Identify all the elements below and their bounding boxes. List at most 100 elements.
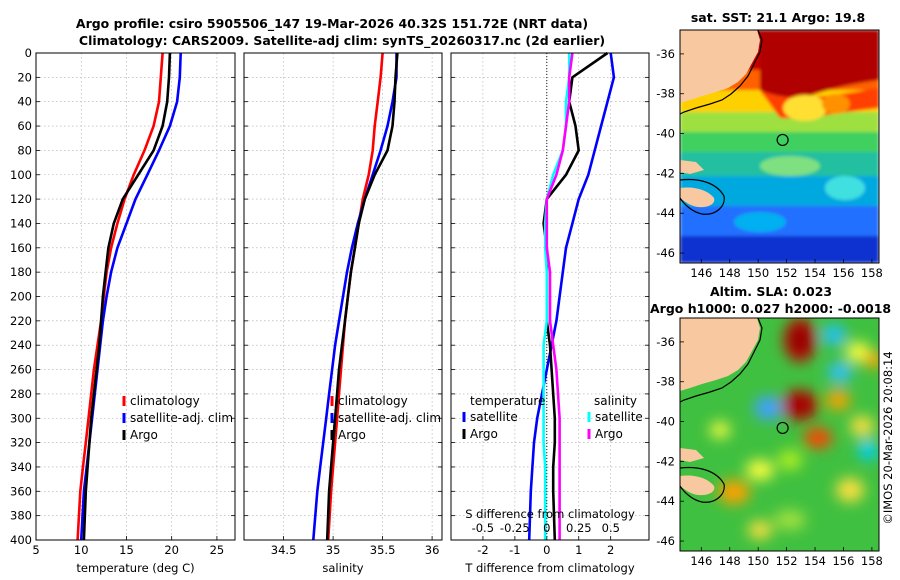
map-y-tick-label: -44	[656, 494, 675, 508]
s-tick-label: 0.25	[566, 521, 592, 535]
map-y-tick-label: -46	[656, 246, 675, 260]
series-t-satellite	[527, 52, 616, 541]
map-y-tick-label: -38	[656, 87, 675, 101]
argo-float-marker	[776, 421, 789, 435]
sla-anomaly	[846, 342, 870, 362]
y-tick-label: 20	[17, 70, 32, 84]
sst-eddy	[822, 94, 850, 114]
shelf-contour	[680, 318, 763, 403]
y-tick-label: 220	[10, 314, 32, 328]
map-y-tick-label: -44	[656, 206, 675, 220]
x-tick-label: 15	[119, 543, 134, 557]
legend-label: Argo	[595, 427, 623, 441]
mainland-land	[680, 318, 760, 391]
x-tick-label: -2	[477, 543, 488, 557]
s-tick-label: -0.25	[500, 521, 530, 535]
sla-anomaly	[746, 460, 774, 480]
tasmania-contour	[680, 178, 725, 215]
sla-anomaly	[791, 327, 809, 353]
y-tick-label: 340	[10, 460, 32, 474]
x-tick-label: 5	[32, 543, 39, 557]
y-tick-label: 380	[10, 509, 32, 523]
y-tick-label: 140	[10, 216, 32, 230]
map-frame	[679, 29, 880, 264]
mainland-land	[680, 30, 760, 103]
map-y-tick-label: -42	[656, 166, 675, 180]
series-argo	[82, 52, 172, 541]
sla-map-title-line1: Altim. SLA: 0.023	[710, 284, 832, 299]
map-frame	[679, 317, 880, 552]
sst-map: 146 148 150 152 154 156 158 -36 -38 -40 -42 -44 -46	[656, 29, 883, 280]
sla-anomaly	[718, 480, 750, 504]
y-tick-label: 200	[10, 290, 32, 304]
sla-anomaly	[748, 521, 772, 539]
map-x-tick-label: 154	[804, 554, 826, 568]
x-tick-label: 34.5	[271, 543, 297, 557]
sla-map: 146 148 150 152 154 156 158 -36 -38 -40 -42 -44 -46	[656, 317, 883, 568]
difference-panel-extras: temperature satellite Argo salinity satellit…	[462, 394, 643, 535]
x-axis-label: T difference from climatology	[464, 561, 635, 575]
map-y-tick-label: -36	[656, 47, 675, 61]
y-tick-label: 80	[17, 143, 32, 157]
x-tick-label: 36	[425, 543, 440, 557]
argo-float-marker	[776, 133, 789, 147]
x-tick-label: 1	[575, 543, 582, 557]
shelf-contour	[680, 30, 763, 115]
map-x-tick-label: 150	[747, 266, 769, 280]
legend-label: satellite	[595, 410, 643, 424]
map-y-tick-label: -36	[656, 335, 675, 349]
map-x-tick-label: 156	[832, 266, 854, 280]
sst-eddy	[783, 95, 827, 121]
sst-field	[680, 30, 879, 263]
series-satellite-adj-clim	[312, 53, 398, 541]
map-y-tick-label: -38	[656, 375, 675, 389]
y-tick-label: 60	[17, 119, 32, 133]
x-axis-label: temperature (deg C)	[76, 561, 194, 575]
sla-anomaly	[858, 440, 878, 460]
y-tick-label: 160	[10, 241, 32, 255]
sla-anomaly	[754, 396, 782, 420]
map-x-tick-label: 154	[804, 266, 826, 280]
sla-anomaly	[850, 416, 874, 436]
y-tick-label: 260	[10, 363, 32, 377]
y-tick-label: 180	[10, 265, 32, 279]
sst-band	[680, 132, 879, 152]
plot-frame	[450, 52, 650, 541]
difference-panel: -2 -1 0 1 2 T difference from climatology	[450, 51, 650, 575]
sst-band	[680, 236, 879, 263]
y-tick-label: 100	[10, 168, 32, 182]
sla-map-title-line2: Argo h1000: 0.027 h2000: -0.0018	[650, 301, 891, 316]
map-x-tick-label: 146	[690, 266, 712, 280]
map-x-tick-label: 158	[861, 266, 883, 280]
salinity-panel: 34.5 35 35.5 36 salinity	[243, 52, 443, 575]
s-tick-label: 0	[543, 521, 550, 535]
sla-anomaly	[826, 390, 850, 410]
series-s-argo	[545, 52, 574, 540]
map-x-tick-label: 156	[832, 554, 854, 568]
tasmania-contour	[680, 466, 725, 503]
y-tick-label: 280	[10, 387, 32, 401]
x-tick-label: 0	[543, 543, 550, 557]
figure-title-line2: Climatology: CARS2009. Satellite-adj cli…	[79, 33, 605, 49]
x-axis-label: salinity	[322, 561, 363, 575]
x-tick-label: 10	[74, 543, 89, 557]
sla-anomaly	[804, 428, 832, 448]
bass-island-land	[680, 448, 704, 462]
map-x-tick-label: 146	[690, 554, 712, 568]
sst-band	[680, 112, 879, 132]
bass-island-land	[680, 160, 704, 174]
legend-label: satellite	[470, 410, 518, 424]
y-tick-label: 120	[10, 192, 32, 206]
map-x-tick-label: 152	[776, 554, 798, 568]
sla-anomaly	[836, 478, 864, 502]
legend-label: satellite-adj. clim	[130, 411, 233, 425]
s-axis-label: S difference from climatology	[465, 507, 635, 521]
legend-label: climatology	[338, 394, 408, 408]
y-tick-label: 240	[10, 338, 32, 352]
sst-map-title: sat. SST: 21.1 Argo: 19.8	[691, 10, 865, 25]
sst-filament	[734, 212, 786, 232]
sla-anomaly	[791, 397, 809, 413]
x-tick-label: 35	[326, 543, 341, 557]
legend-title: salinity	[594, 394, 637, 408]
